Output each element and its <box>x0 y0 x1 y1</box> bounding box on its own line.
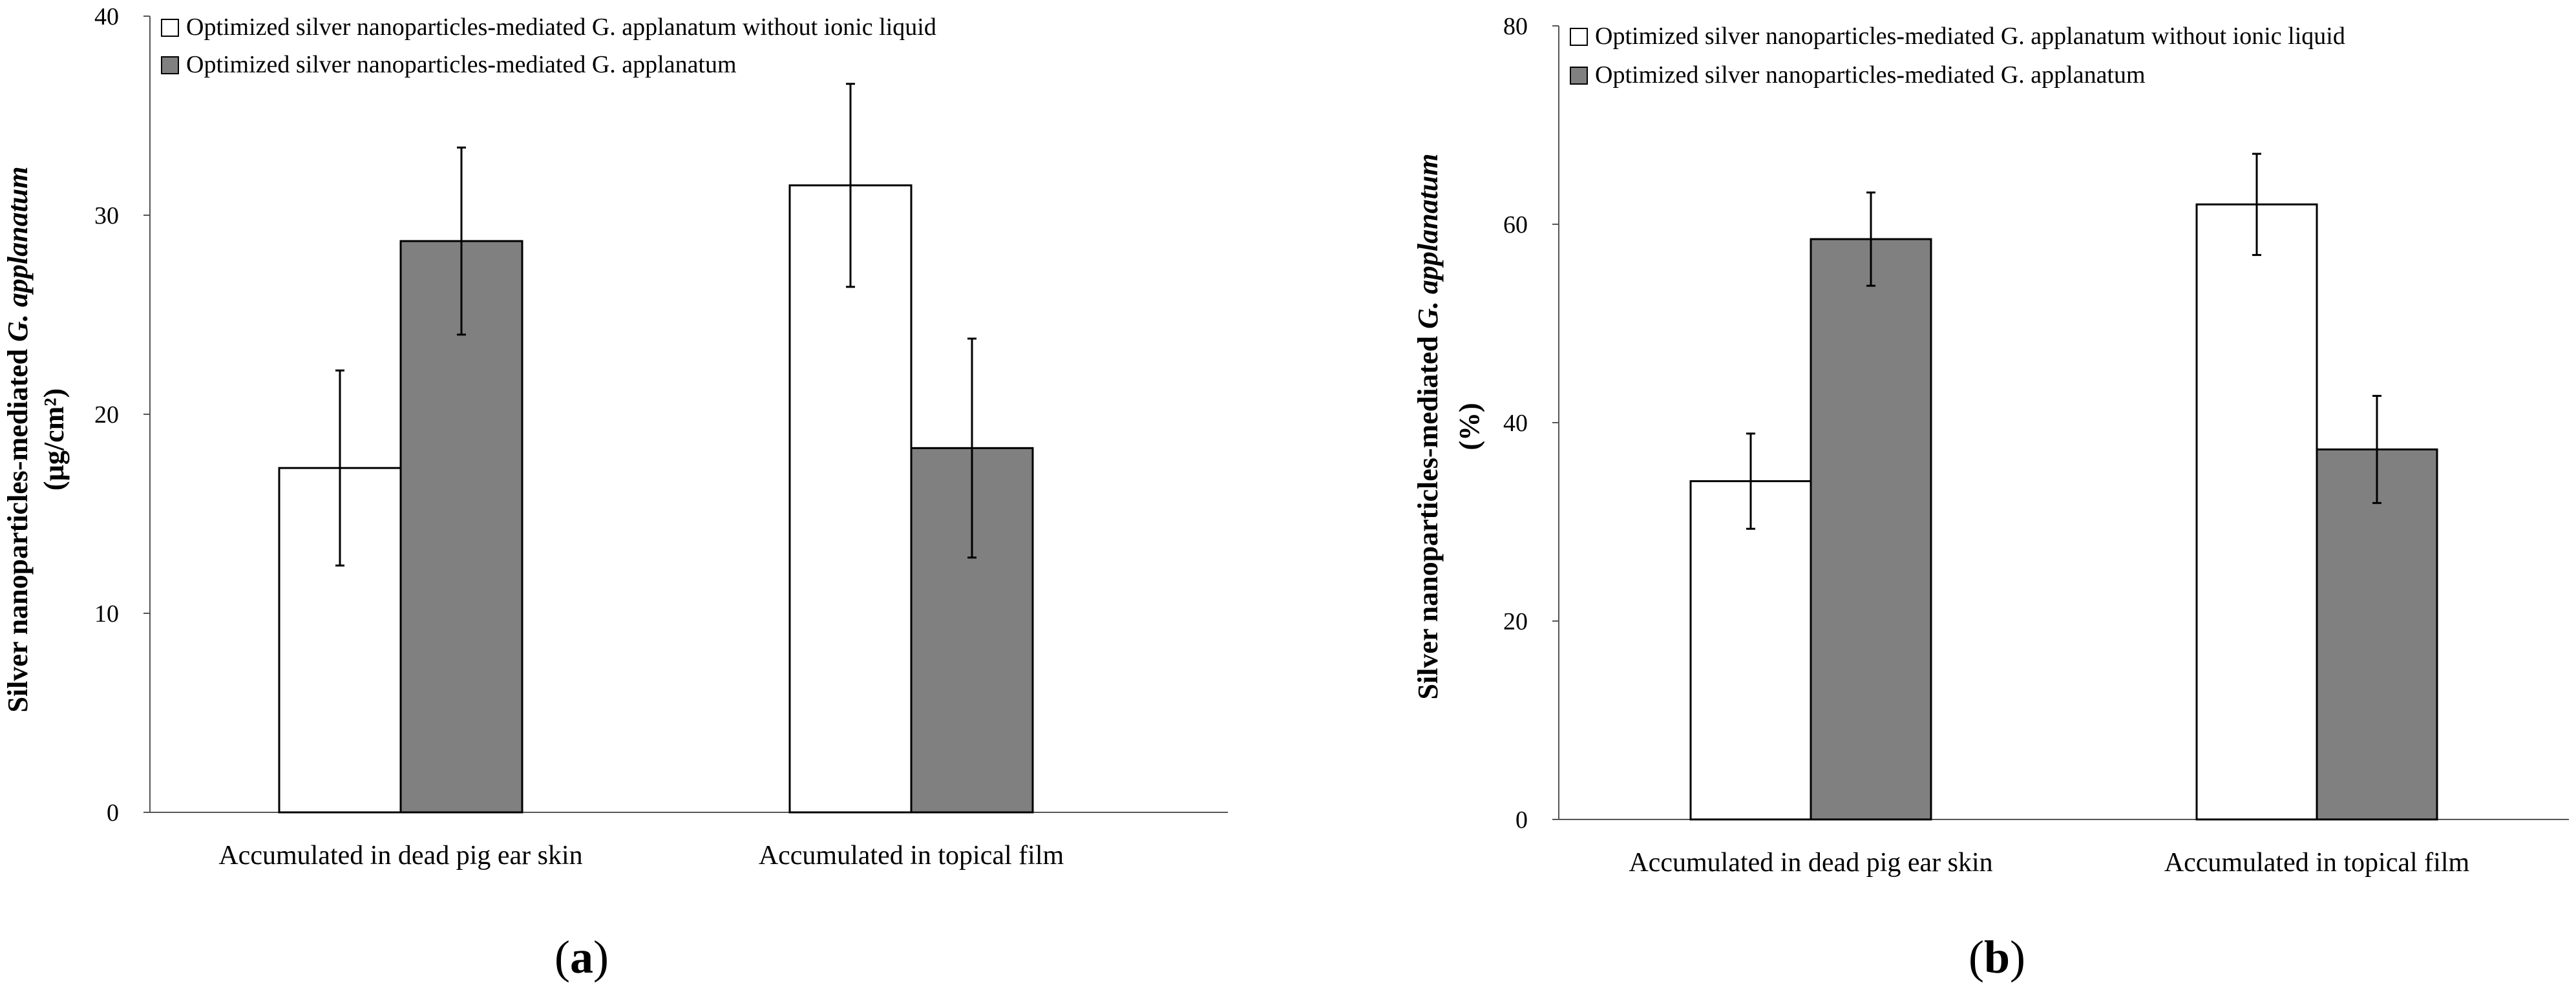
y-axis-title: Silver nanoparticles-mediated G. applana… <box>2 167 34 713</box>
legend-swatch <box>1570 28 1588 46</box>
y-axis-title-species: G. applanatum <box>1412 154 1444 329</box>
legend-swatch <box>161 56 179 74</box>
bar <box>2316 448 2438 821</box>
y-tick-label: 20 <box>94 401 119 428</box>
y-tick-label: 10 <box>94 600 119 628</box>
bar <box>2195 203 2318 821</box>
y-axis-unit: (%) <box>1453 403 1485 450</box>
x-category-label: Accumulated in dead pig ear skin <box>218 841 582 871</box>
y-tick-label: 60 <box>1503 211 1528 238</box>
legend-label: Optimized silver nanoparticles-mediated … <box>1595 23 2345 50</box>
panel-label-letter: a <box>570 931 593 983</box>
y-tick-label: 30 <box>94 202 119 229</box>
y-axis-title-main: Silver nanoparticles-mediated <box>1412 329 1444 700</box>
bar <box>1810 238 1932 821</box>
y-tick-label: 20 <box>1503 608 1528 635</box>
legend-label: Optimized silver nanoparticles-mediated … <box>186 14 936 41</box>
panel-label-open: ( <box>1969 931 1984 983</box>
y-axis-title-species: G. applanatum <box>2 167 34 342</box>
panel-label: (a) <box>554 931 609 983</box>
panel-label-close: ) <box>2010 931 2025 983</box>
legend-label: Optimized silver nanoparticles-mediated … <box>1595 61 2146 89</box>
legend-swatch <box>161 19 179 37</box>
chart-panel-b: 0 20 40 60 80 Accumulated in dead pig ear ski… <box>1412 13 2569 983</box>
y-tick-label: 0 <box>107 799 119 827</box>
y-tick-label: 0 <box>1515 807 1528 834</box>
legend-swatch <box>1570 67 1588 85</box>
x-category-label: Accumulated in topical film <box>2164 848 2470 878</box>
x-category-label: Accumulated in dead pig ear skin <box>1629 848 1992 878</box>
y-tick-label: 40 <box>94 3 119 30</box>
chart-panel-a: 0 10 20 30 40 Accumulated in dead pig ear ski… <box>2 3 1228 983</box>
panel-label-letter: b <box>1984 931 2010 983</box>
legend-label: Optimized silver nanoparticles-mediated … <box>186 51 737 78</box>
x-category-label: Accumulated in topical film <box>759 841 1064 871</box>
y-axis-unit: (µg/cm²) <box>38 388 70 491</box>
panel-label-close: ) <box>593 931 609 983</box>
panel-label-open: ( <box>554 931 570 983</box>
panel-label: (b) <box>1969 931 2025 983</box>
y-axis-title: Silver nanoparticles-mediated G. applana… <box>1412 154 1444 700</box>
bar <box>1689 480 1812 821</box>
y-axis-title-main: Silver nanoparticles-mediated <box>2 342 34 713</box>
y-tick-label: 40 <box>1503 410 1528 437</box>
y-tick-label: 80 <box>1503 13 1528 40</box>
bar <box>399 240 523 814</box>
bar <box>788 184 913 814</box>
